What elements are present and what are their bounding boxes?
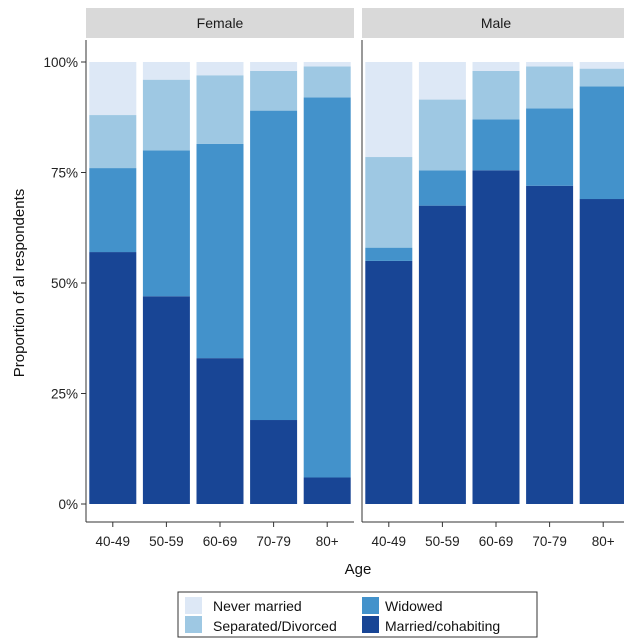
bar-male-80-married-cohabiting <box>579 199 624 504</box>
x-tick-labels: 40-49 50-59 60-69 70-79 80+ 40-49 50-59 60-69 70… <box>96 534 615 549</box>
bar-male-50-59-married-cohabiting <box>418 205 466 504</box>
bar-male-40-49-separated-divorced <box>365 157 413 248</box>
bar-male-40-49-married-cohabiting <box>365 260 413 504</box>
bar-female-80-separated-divorced <box>303 66 351 98</box>
bar-male-40-49-never-married <box>365 62 413 158</box>
legend: Never married Separated/Divorced Widowed… <box>177 591 538 638</box>
bar-male-40-49-widowed <box>365 247 413 261</box>
bar-male-70-79-widowed <box>526 108 574 186</box>
legend-box <box>177 591 538 638</box>
bar-female-40-49-never-married <box>89 62 137 116</box>
x-tick-label-female-50-59: 50-59 <box>149 534 184 549</box>
bar-female-50-59-separated-divorced <box>142 79 190 151</box>
bar-male-60-69-never-married <box>472 62 520 71</box>
legend-label-married-cohabiting: Married/cohabiting <box>385 618 500 634</box>
legend-label-never-married: Never married <box>213 598 302 614</box>
legend-label-widowed: Widowed <box>385 598 443 614</box>
y-tick-label-25: 25% <box>51 387 78 402</box>
bar-female-40-49-married-cohabiting <box>89 252 137 504</box>
bar-male-50-59-separated-divorced <box>418 99 466 171</box>
bar-male-60-69-widowed <box>472 119 520 171</box>
bar-female-60-69-separated-divorced <box>196 75 244 144</box>
x-tick-label-male-40-49: 40-49 <box>372 534 407 549</box>
bar-male-70-79-separated-divorced <box>526 66 574 109</box>
x-tick-label-male-80: 80+ <box>592 534 615 549</box>
x-tick-label-female-40-49: 40-49 <box>96 534 131 549</box>
bar-female-60-69-widowed <box>196 143 244 359</box>
bar-male-80-never-married <box>579 62 624 69</box>
y-tick-label-75: 75% <box>51 166 78 181</box>
bars-group <box>89 62 624 505</box>
bar-female-50-59-married-cohabiting <box>142 296 190 504</box>
bar-male-80-widowed <box>579 86 624 200</box>
bar-male-50-59-never-married <box>418 62 466 100</box>
bar-female-70-79-married-cohabiting <box>250 420 298 504</box>
bar-female-40-49-separated-divorced <box>89 115 137 169</box>
facet-label-male: Male <box>481 15 512 31</box>
y-tick-labels: 0% 25% 50% 75% 100% <box>43 55 78 512</box>
bar-female-70-79-separated-divorced <box>250 70 298 111</box>
x-tick-label-female-60-69: 60-69 <box>203 534 238 549</box>
y-tick-label-50: 50% <box>51 276 78 291</box>
bar-male-60-69-separated-divorced <box>472 70 520 120</box>
bar-male-80-separated-divorced <box>579 68 624 87</box>
legend-swatch-married-cohabiting <box>362 616 379 633</box>
bar-female-70-79-widowed <box>250 110 298 421</box>
bar-female-80-married-cohabiting <box>303 477 351 504</box>
x-tick-label-male-70-79: 70-79 <box>532 534 567 549</box>
axes-group <box>81 40 624 527</box>
bar-female-80-widowed <box>303 97 351 478</box>
x-tick-label-male-50-59: 50-59 <box>425 534 460 549</box>
legend-label-separated-divorced: Separated/Divorced <box>213 618 337 634</box>
bar-male-60-69-married-cohabiting <box>472 170 520 505</box>
bar-female-40-49-widowed <box>89 168 137 253</box>
x-tick-label-female-70-79: 70-79 <box>256 534 291 549</box>
y-tick-label-0: 0% <box>58 497 78 512</box>
facet-strip-male <box>362 8 624 38</box>
facet-label-female: Female <box>197 15 244 31</box>
bar-female-50-59-widowed <box>142 150 190 297</box>
bar-female-50-59-never-married <box>142 62 190 80</box>
x-tick-label-male-60-69: 60-69 <box>479 534 514 549</box>
legend-swatch-widowed <box>362 597 379 614</box>
legend-swatch-separated-divorced <box>185 616 202 633</box>
bar-male-50-59-widowed <box>418 170 466 206</box>
bar-female-60-69-married-cohabiting <box>196 358 244 504</box>
x-axis-title: Age <box>345 561 372 578</box>
bar-female-70-79-never-married <box>250 62 298 71</box>
bar-male-70-79-married-cohabiting <box>526 185 574 504</box>
legend-swatch-never-married <box>185 597 202 614</box>
y-axis-title: Proportion of al respondents <box>11 189 28 377</box>
facet-strip-female <box>86 8 354 38</box>
x-tick-label-female-80: 80+ <box>316 534 339 549</box>
bar-female-80-never-married <box>303 62 351 67</box>
bar-female-60-69-never-married <box>196 62 244 76</box>
bar-male-70-79-never-married <box>526 62 574 67</box>
y-tick-label-100: 100% <box>43 55 78 70</box>
